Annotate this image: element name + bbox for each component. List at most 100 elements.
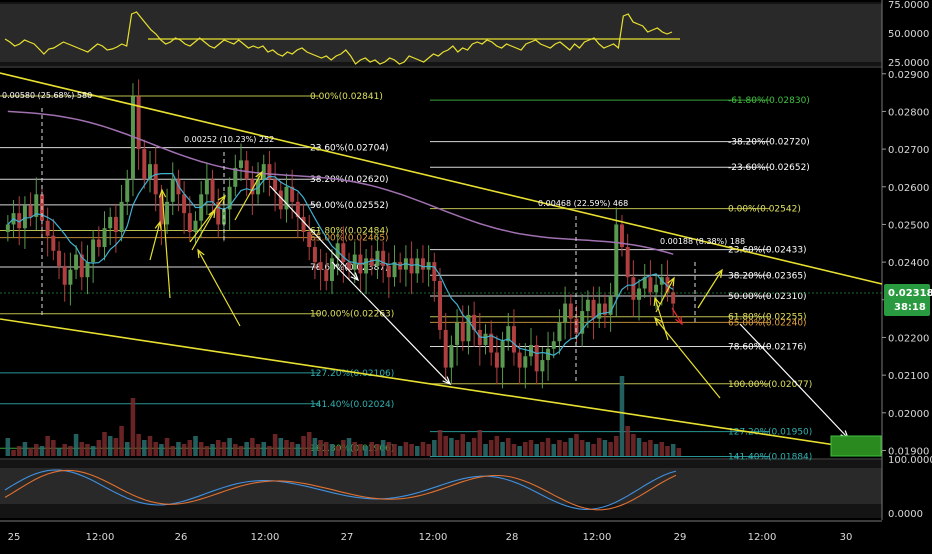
candle-body xyxy=(113,216,118,232)
fib-label: 100.00%(0.02263) xyxy=(310,310,394,320)
candle-body xyxy=(591,299,596,319)
yellow-arrow xyxy=(234,171,263,221)
candle-body xyxy=(625,247,630,278)
candle-body xyxy=(182,194,187,214)
fib-label: 23.60%(0.02433) xyxy=(728,246,807,256)
candle-body xyxy=(216,201,221,225)
volume-bar xyxy=(676,448,682,456)
volume-bar xyxy=(460,434,466,456)
volume-bar xyxy=(420,442,426,456)
ma-long-line xyxy=(7,110,674,255)
candle-body xyxy=(290,186,295,202)
yellow-arrow xyxy=(197,249,241,327)
volume-bar xyxy=(11,450,16,456)
candle-body xyxy=(420,258,425,270)
candle-body xyxy=(244,160,249,180)
volume-bar xyxy=(471,438,477,456)
volume-bar xyxy=(403,442,409,456)
volume-bar xyxy=(73,434,79,456)
candle-body xyxy=(91,239,96,263)
candle-body xyxy=(551,341,556,349)
fib-label: -23.60%(0.02652) xyxy=(728,163,810,173)
candle-body xyxy=(233,167,238,187)
candle-body xyxy=(85,262,90,278)
volume-bar xyxy=(449,438,454,456)
candle-body xyxy=(148,164,152,180)
candle-body xyxy=(22,205,27,229)
volume-bar xyxy=(267,446,272,456)
fib-label: 127.20%(0.01950) xyxy=(728,428,812,438)
fib-label: 38.20%(0.02365) xyxy=(728,271,807,281)
yellow-arrow-head xyxy=(154,220,162,231)
volume-bar xyxy=(295,444,301,456)
volume-bar xyxy=(346,438,352,456)
volume-bar xyxy=(301,436,306,456)
candle-body xyxy=(654,284,659,293)
candle-body xyxy=(108,216,113,229)
volume-bar xyxy=(608,442,613,456)
yellow-arrow xyxy=(654,297,669,341)
stoch-d-line xyxy=(4,469,677,511)
candle-body xyxy=(28,205,33,217)
yellow-arrow-head xyxy=(715,268,723,278)
candle-body xyxy=(267,164,272,180)
candle-body xyxy=(204,179,209,195)
volume-bar xyxy=(312,438,318,456)
candle-body xyxy=(568,303,573,319)
price-tick-label: 0.02100 xyxy=(888,371,929,382)
time-tick-label: 30 xyxy=(840,532,853,543)
candle-body xyxy=(250,179,255,195)
measure-label: 0.00580 (25.68%) 580 xyxy=(2,91,92,100)
stoch-k-line xyxy=(4,469,677,510)
candle-body xyxy=(130,96,135,180)
volume-bar xyxy=(614,436,619,456)
yellow-arrow xyxy=(191,209,216,251)
stoch-top-label: 100.0000 xyxy=(888,455,932,466)
candle-body xyxy=(210,179,215,202)
candle-body xyxy=(449,344,454,368)
volume-bar xyxy=(159,444,164,456)
volume-bar xyxy=(255,444,261,456)
candle-body xyxy=(34,194,39,217)
volume-bar xyxy=(568,438,574,456)
candle-body xyxy=(540,360,545,372)
candle-body xyxy=(511,326,516,353)
candle-body xyxy=(159,194,164,225)
volume-bar xyxy=(278,438,284,456)
price-tick-label: 0.01900 xyxy=(888,446,929,457)
time-tick-label: 12:00 xyxy=(86,532,115,543)
candle-body xyxy=(142,149,147,180)
candle-body xyxy=(329,258,334,281)
candle-body xyxy=(392,262,397,278)
candle-body xyxy=(580,311,585,334)
volume-bar xyxy=(113,438,119,456)
volume-bar xyxy=(528,440,534,456)
candle-body xyxy=(79,254,84,278)
rsi-line xyxy=(4,11,673,65)
fib-label: 127.20%(0.02106) xyxy=(310,369,394,379)
fib-label: 0.00%(0.02841) xyxy=(310,92,383,102)
candle-body xyxy=(574,318,579,334)
volume-bar xyxy=(341,440,346,456)
volume-bar xyxy=(16,446,22,456)
candle-body xyxy=(51,235,56,251)
volume-bar xyxy=(136,434,141,456)
yellow-arrow-head xyxy=(653,296,661,307)
volume-bar xyxy=(386,442,392,456)
candle-body xyxy=(318,262,323,270)
volume-bar xyxy=(244,442,249,456)
measure-label: 0.00468 (22.59%) 468 xyxy=(538,199,628,208)
yellow-arrow xyxy=(697,269,723,309)
volume-bar xyxy=(215,440,221,456)
current-price-tag xyxy=(884,284,930,317)
time-tick-label: 28 xyxy=(506,532,519,543)
candle-body xyxy=(665,277,670,293)
fib-label: 141.40%(0.01884) xyxy=(728,452,812,462)
candle-body xyxy=(102,228,107,248)
fib-label: 38.20%(0.02620) xyxy=(310,175,389,185)
target-box xyxy=(830,435,882,457)
white-arrow-head xyxy=(442,376,452,386)
yellow-arrow xyxy=(655,277,675,313)
yellow-arrow-head xyxy=(208,208,216,219)
volume-bar xyxy=(602,440,608,456)
